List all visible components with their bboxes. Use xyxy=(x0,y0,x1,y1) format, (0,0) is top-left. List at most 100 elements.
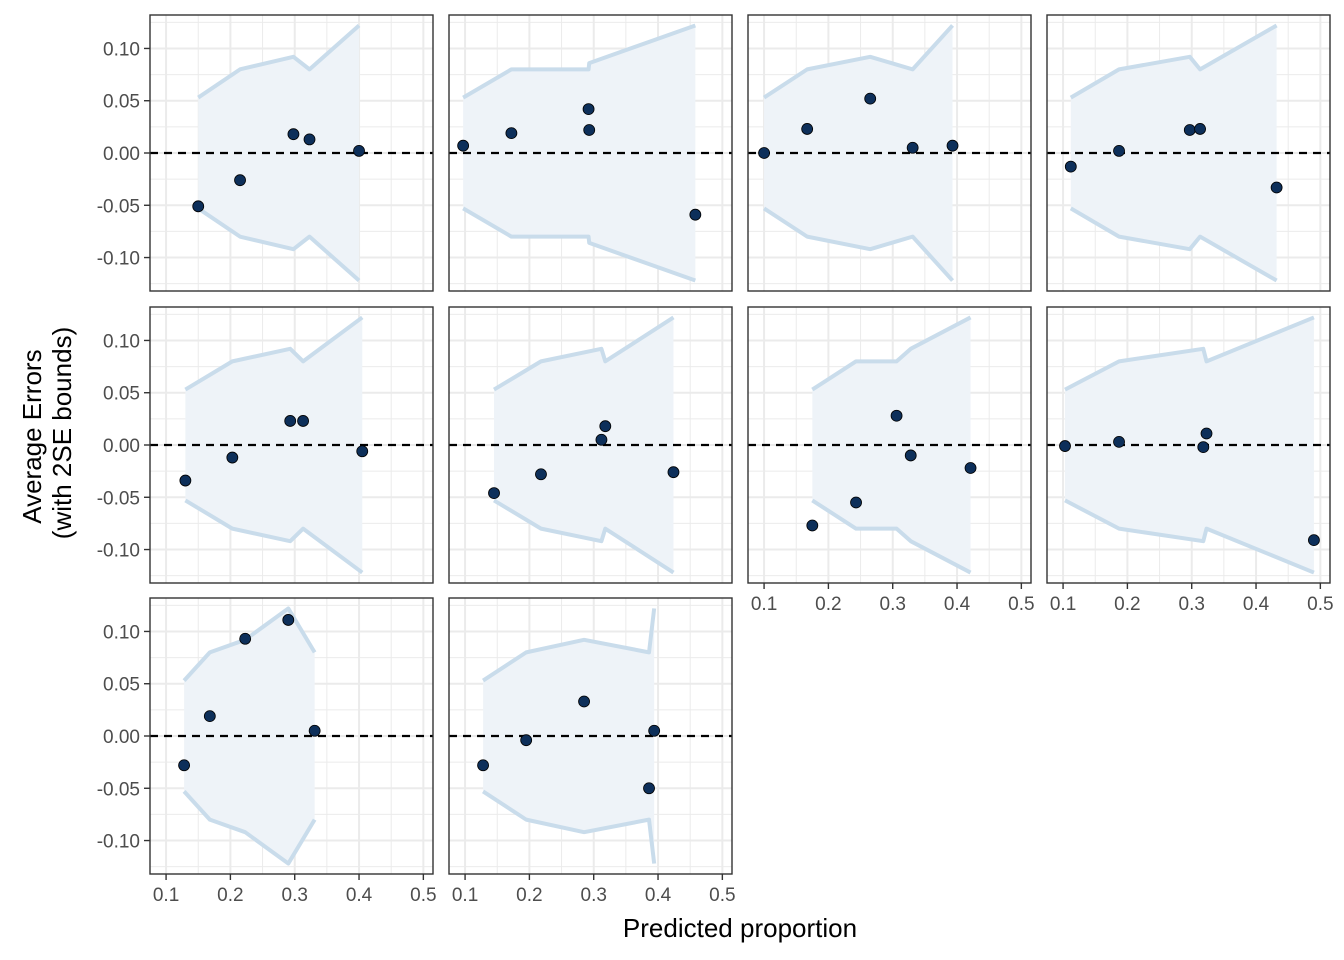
panel-4 xyxy=(1046,14,1331,292)
data-point xyxy=(801,123,814,135)
x-tick-label: 0.5 xyxy=(1307,594,1333,615)
x-tick-label: 0.4 xyxy=(645,885,672,906)
panel-border xyxy=(448,597,733,875)
data-point xyxy=(179,474,192,487)
panel-2 xyxy=(448,14,733,292)
data-point xyxy=(1197,441,1210,453)
panel-8 xyxy=(1046,306,1331,584)
panel-1 xyxy=(149,14,434,292)
x-tick-label: 0.3 xyxy=(282,885,308,906)
lower-bound-line xyxy=(184,498,364,575)
y-axis-title: Average Errors (with 2SE bounds) xyxy=(17,327,77,539)
y-tick-label: -0.05 xyxy=(97,196,140,217)
data-point xyxy=(595,433,608,446)
panels xyxy=(149,14,1331,875)
data-point xyxy=(1064,160,1077,173)
data-point xyxy=(178,759,190,772)
data-point xyxy=(946,139,959,152)
panel-border xyxy=(747,14,1032,292)
lower-bound-line xyxy=(481,789,657,864)
x-tick-label: 0.3 xyxy=(880,594,906,615)
y-tick-label: 0.05 xyxy=(103,384,140,405)
data-point xyxy=(520,734,533,747)
confidence-band-fill xyxy=(764,25,953,281)
lower-bound-line xyxy=(492,498,675,575)
data-point xyxy=(226,451,239,464)
data-point xyxy=(356,445,369,458)
panel-5 xyxy=(149,306,434,584)
x-tick-label: 0.2 xyxy=(815,594,841,615)
data-point xyxy=(1113,435,1125,448)
panel-border xyxy=(448,14,733,292)
x-axis-title: Predicted proportion xyxy=(623,913,857,943)
lower-bound-line xyxy=(762,206,955,282)
x-tick-label: 0.5 xyxy=(1008,594,1034,615)
data-point xyxy=(1308,534,1320,547)
data-point xyxy=(1183,124,1196,136)
x-tick-label: 0.5 xyxy=(709,885,735,906)
panel-border xyxy=(448,306,733,584)
data-point xyxy=(906,141,919,154)
x-tick-label: 0.4 xyxy=(944,594,971,615)
lower-bound-line xyxy=(182,790,317,866)
x-tick-label: 0.2 xyxy=(1114,594,1140,615)
data-point xyxy=(287,128,300,141)
data-point xyxy=(1270,181,1283,194)
confidence-band-fill xyxy=(494,317,674,573)
y-axis-title-line-2: (with 2SE bounds) xyxy=(47,327,77,539)
panel-10 xyxy=(448,597,733,875)
y-tick-label: 0.00 xyxy=(103,727,140,748)
panel-border xyxy=(1046,14,1331,292)
data-point xyxy=(1200,427,1213,440)
data-point xyxy=(667,466,680,479)
y-tick-label: 0.10 xyxy=(103,331,140,352)
x-tick-label: 0.4 xyxy=(346,885,373,906)
data-point xyxy=(582,103,595,115)
upper-bound-line xyxy=(1069,23,1278,100)
data-point xyxy=(303,133,316,146)
x-tick-label: 0.3 xyxy=(1179,594,1205,615)
data-point xyxy=(1113,145,1125,157)
x-tick-label: 0.2 xyxy=(217,885,243,906)
data-point xyxy=(477,759,489,772)
data-point xyxy=(282,614,295,626)
panel-border xyxy=(747,306,1032,584)
data-point xyxy=(1059,440,1071,452)
lower-bound-line xyxy=(1069,206,1278,283)
data-point xyxy=(578,695,590,708)
data-point xyxy=(239,632,252,645)
data-point xyxy=(203,710,216,723)
y-tick-label: 0.05 xyxy=(103,92,140,113)
upper-bound-line xyxy=(811,315,972,392)
y-tick-label: 0.10 xyxy=(103,39,140,60)
y-tick-label: -0.05 xyxy=(97,488,140,509)
panel-6 xyxy=(448,306,733,584)
data-point xyxy=(488,487,500,499)
y-tick-label: 0.00 xyxy=(103,144,140,165)
y-tick-label: 0.05 xyxy=(103,675,140,696)
y-tick-label: -0.10 xyxy=(97,249,140,270)
data-point xyxy=(864,92,877,105)
x-tick-label: 0.1 xyxy=(1050,594,1076,615)
data-point xyxy=(457,139,470,152)
data-point xyxy=(353,145,365,157)
panel-3 xyxy=(747,14,1032,292)
x-tick-label: 0.2 xyxy=(516,885,542,906)
data-point xyxy=(297,415,309,427)
y-tick-label: -0.05 xyxy=(97,779,140,800)
upper-bound-line xyxy=(184,315,364,392)
data-point xyxy=(890,409,903,422)
y-tick-label: 0.10 xyxy=(103,622,140,643)
x-tick-label: 0.5 xyxy=(410,885,436,906)
y-tick-label: -0.10 xyxy=(97,541,140,562)
data-point xyxy=(535,468,547,481)
lower-bound-line xyxy=(811,498,972,575)
data-point xyxy=(904,449,917,462)
y-axis-title-line-1: Average Errors xyxy=(17,349,47,523)
x-tick-label: 0.3 xyxy=(581,885,607,906)
data-point xyxy=(505,127,518,140)
lower-bound-line xyxy=(197,206,361,283)
data-point xyxy=(643,782,655,795)
data-point xyxy=(599,420,612,433)
